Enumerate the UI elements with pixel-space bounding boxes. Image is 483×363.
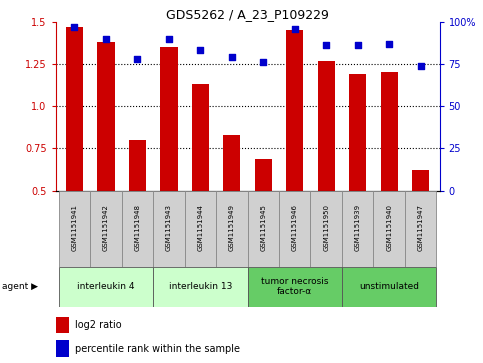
Point (417, 63, 425, 69)
Bar (192, 84, 209, 191)
Text: GSM1151943: GSM1151943 (166, 204, 172, 251)
Bar (185, 191, 216, 267)
Bar (160, 47, 178, 191)
Bar (153, 267, 248, 307)
Point (385, 41, 393, 46)
Text: interleukin 13: interleukin 13 (169, 282, 232, 291)
Bar (153, 191, 185, 267)
Bar (286, 30, 303, 191)
Bar (223, 135, 241, 191)
Text: tumor necrosis
factor-α: tumor necrosis factor-α (261, 277, 328, 297)
Point (259, 60, 267, 65)
Bar (255, 159, 272, 191)
Bar (279, 191, 311, 267)
Bar (90, 191, 122, 267)
Point (197, 48, 204, 53)
Bar (129, 140, 146, 191)
Point (102, 36, 110, 42)
Text: log2 ratio: log2 ratio (75, 321, 121, 330)
Point (71, 24, 78, 30)
Text: percentile rank within the sample: percentile rank within the sample (75, 344, 240, 354)
Point (133, 56, 141, 62)
Text: unstimulated: unstimulated (359, 282, 419, 291)
Bar (349, 74, 366, 191)
Text: GSM1151947: GSM1151947 (418, 204, 424, 251)
Bar (412, 170, 429, 191)
Point (228, 54, 236, 60)
Text: GSM1151942: GSM1151942 (103, 204, 109, 250)
Title: GDS5262 / A_23_P109229: GDS5262 / A_23_P109229 (166, 8, 329, 21)
Text: GSM1151946: GSM1151946 (292, 204, 298, 251)
Bar (342, 267, 436, 307)
Bar (66, 27, 83, 191)
Point (165, 36, 173, 42)
Bar (311, 191, 342, 267)
Text: GSM1151950: GSM1151950 (323, 204, 329, 251)
Bar (381, 73, 398, 191)
Point (291, 26, 298, 32)
Bar (122, 191, 153, 267)
Bar (59, 191, 90, 267)
Bar (342, 191, 373, 267)
Text: GSM1151941: GSM1151941 (71, 204, 77, 251)
Text: GSM1151948: GSM1151948 (134, 204, 141, 251)
Bar (248, 191, 279, 267)
Bar (373, 191, 405, 267)
Bar (97, 42, 114, 191)
Bar (405, 191, 436, 267)
Point (322, 42, 330, 48)
Bar (248, 267, 342, 307)
Text: interleukin 4: interleukin 4 (77, 282, 135, 291)
Bar (56, 317, 69, 333)
Text: GSM1151940: GSM1151940 (386, 204, 392, 251)
Text: agent ▶: agent ▶ (2, 282, 39, 291)
Text: GSM1151939: GSM1151939 (355, 204, 361, 251)
Text: GSM1151949: GSM1151949 (229, 204, 235, 251)
Bar (59, 267, 153, 307)
Text: GSM1151944: GSM1151944 (198, 204, 203, 250)
Text: GSM1151945: GSM1151945 (260, 204, 266, 250)
Bar (216, 191, 248, 267)
Bar (317, 61, 335, 191)
Bar (56, 340, 69, 357)
Point (354, 42, 362, 48)
